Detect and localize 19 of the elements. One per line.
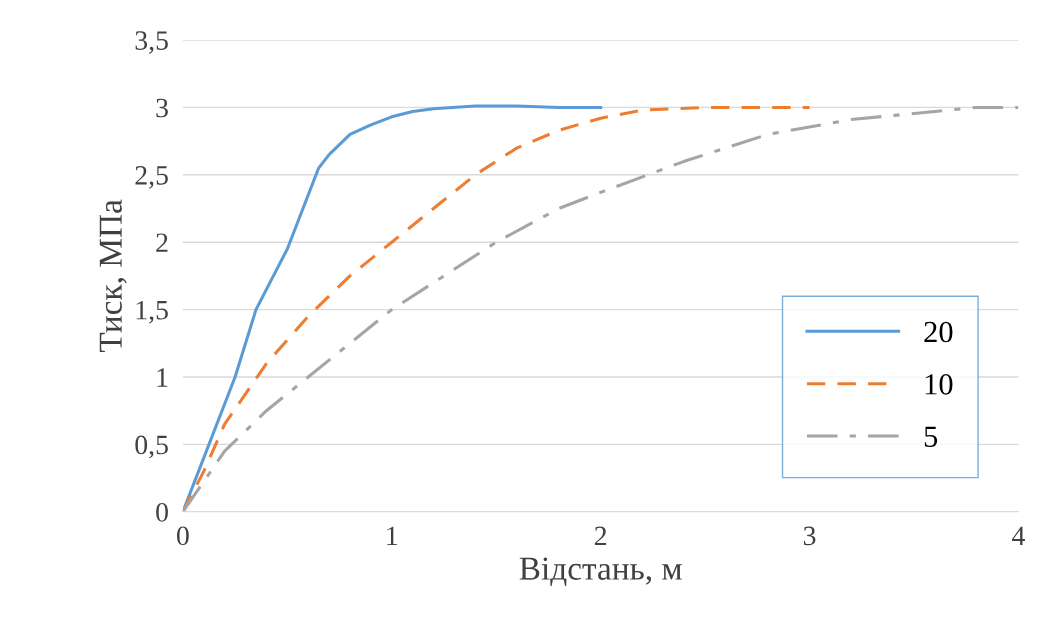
- y-tick-label: 1,5: [136, 300, 168, 324]
- y-tick-label: 3: [156, 98, 168, 118]
- y-tick-label: 0: [156, 502, 168, 522]
- y-axis-title: Тиск, МПа: [99, 199, 127, 353]
- x-tick-label: 0: [176, 526, 189, 546]
- x-tick-label: 2: [594, 526, 607, 545]
- legend-label: 5: [924, 426, 938, 448]
- y-tick-label: 0,5: [135, 435, 168, 459]
- legend-label: 20: [924, 321, 953, 343]
- y-tick-label: 3,5: [135, 31, 168, 54]
- y-tick-label: 2: [156, 233, 168, 252]
- x-axis-title: Відстань, м: [519, 557, 682, 587]
- x-tick-label: 4: [1012, 526, 1025, 545]
- legend-label: 10: [925, 374, 953, 395]
- y-tick-label: 2,5: [135, 166, 168, 189]
- line-series: [182, 105, 1019, 512]
- y-tick-label: 1: [157, 368, 168, 387]
- x-tick-label: 3: [803, 526, 816, 546]
- x-tick-label: 1: [387, 526, 398, 545]
